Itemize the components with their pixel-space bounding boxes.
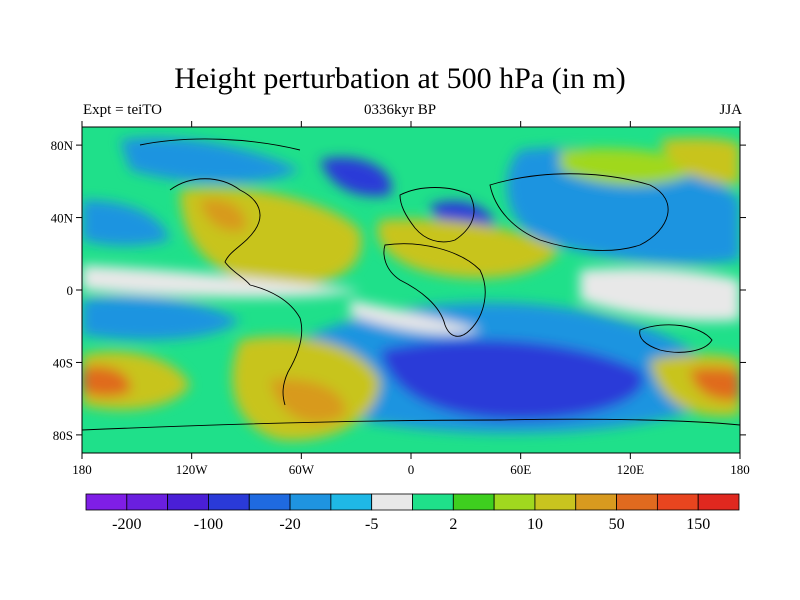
field-region [200,199,246,232]
coastline [249,284,303,406]
period-label: 0336kyr BP [363,102,437,118]
field-region [82,366,131,397]
colorbar-box [289,493,332,511]
coastlines [82,138,740,431]
field-region [690,367,740,401]
field-region [82,296,240,340]
field-region [580,268,740,322]
coastline [399,187,475,243]
field-region [120,137,300,184]
map-title: Height perturbation at 500 hPa (in m) [174,62,626,95]
field-region [660,137,740,185]
colorbar: -200 -100 -20 -5 2 10 50 150 [85,493,740,533]
colorbar-label: -20 [279,516,300,533]
longitude-tick-label: 120E [617,462,645,477]
field-region [350,300,480,335]
longitude-tick-label: 0 [408,462,415,477]
coastline [82,418,740,431]
colorbar-box [452,493,495,511]
field-region [270,379,346,423]
colorbar-box [85,493,128,511]
longitude-tick-label: 60E [510,462,531,477]
colorbar-label: -100 [194,516,223,533]
longitude-tick-label: 180 [72,462,92,477]
longitude-tick-label: 60W [289,462,315,477]
colorbar-box [656,493,699,511]
colorbar-box [126,493,169,511]
coastline [639,324,713,353]
latitude-tick-label: 0 [67,283,74,298]
colorbar-box [616,493,658,511]
coastline [169,178,261,286]
latitude-tick-label: 80S [53,428,73,443]
colorbar-label: 50 [609,516,625,533]
colorbar-box [167,493,209,511]
colorbar-label: 150 [686,516,710,533]
coastline [489,173,669,251]
latitude-tick-label: 40N [51,211,74,226]
field-region [380,339,644,420]
latitude-tick-label: 80N [51,138,74,153]
latitude-axis: 80N 40N 0 40S 80S [51,138,746,443]
coastline [383,243,486,337]
field-region [320,157,392,197]
field-region [377,218,560,279]
colorbar-box [248,493,291,511]
colorbar-box [534,493,577,511]
latitude-tick-label: 40S [53,355,73,370]
field-region [82,265,360,298]
longitude-tick-label: 180 [730,462,750,477]
field-region [560,148,700,185]
colorbar-box [412,493,454,511]
colorbar-box [493,493,536,511]
field-region [82,200,170,246]
season-label: JJA [719,102,742,118]
longitude-axis: 180 120W 60W 0 60E 120E 180 [72,121,750,477]
coastline [139,138,301,151]
height-field [82,127,740,453]
colorbar-label: -5 [365,516,378,533]
colorbar-label: 10 [527,516,543,533]
experiment-label: Expt = teiTO [83,102,163,118]
colorbar-box [697,493,740,511]
colorbar-box [330,493,373,511]
colorbar-label: -200 [112,516,141,533]
colorbar-label: 2 [449,516,457,533]
colorbar-box [371,493,413,511]
colorbar-box [208,493,250,511]
colorbar-box [575,493,617,511]
longitude-tick-label: 120W [176,462,209,477]
